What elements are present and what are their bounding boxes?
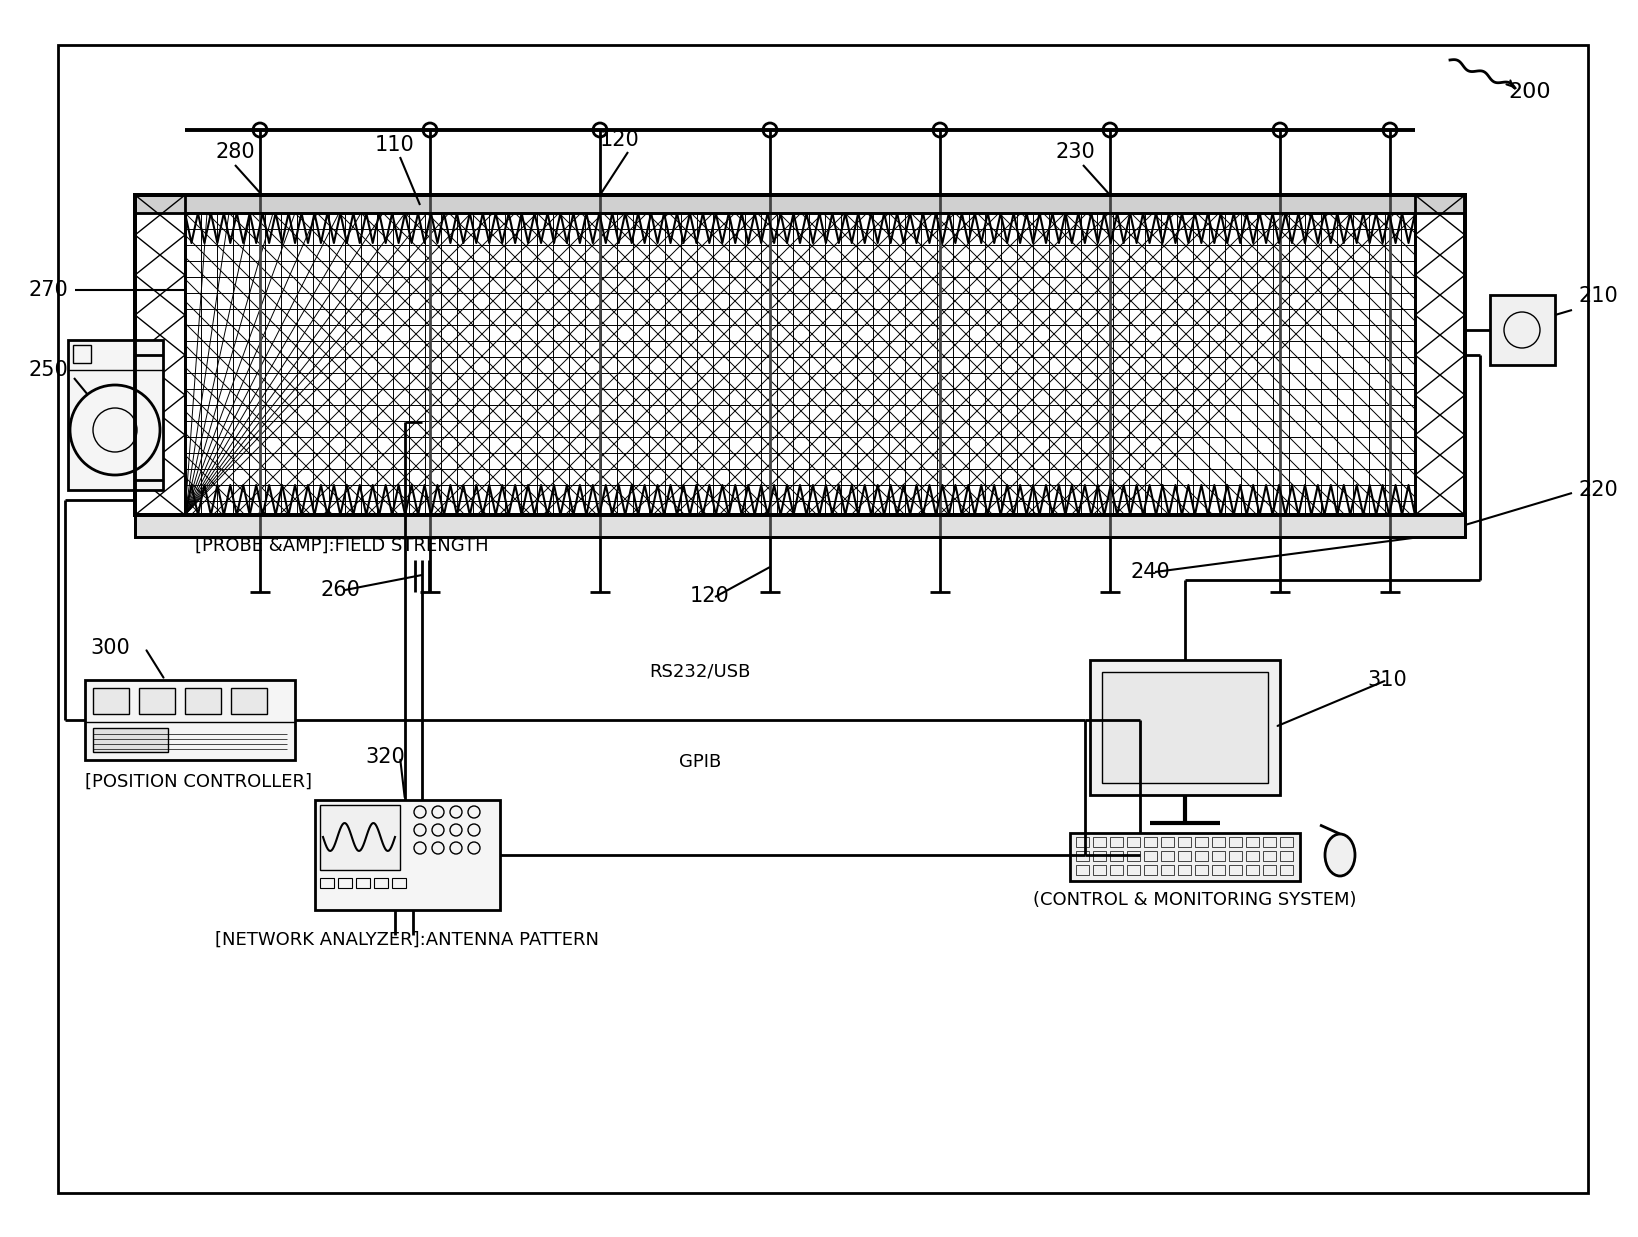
Bar: [134, 515, 1464, 537]
Bar: [1279, 837, 1292, 847]
Bar: [1279, 851, 1292, 861]
Bar: [337, 878, 352, 888]
Text: 270: 270: [28, 280, 69, 301]
Bar: [1263, 865, 1276, 875]
Bar: [1093, 851, 1106, 861]
Text: 120: 120: [690, 586, 731, 606]
Text: 320: 320: [365, 747, 405, 767]
Bar: [1196, 865, 1207, 875]
Bar: [1161, 865, 1174, 875]
Bar: [134, 195, 1464, 515]
Bar: [1228, 837, 1242, 847]
Text: (CONTROL & MONITORING SYSTEM): (CONTROL & MONITORING SYSTEM): [1034, 891, 1356, 909]
Bar: [1143, 837, 1156, 847]
Bar: [1127, 851, 1140, 861]
Text: 230: 230: [1055, 142, 1094, 162]
Bar: [1178, 851, 1191, 861]
Bar: [1111, 837, 1124, 847]
Bar: [93, 688, 129, 714]
Bar: [1102, 672, 1268, 783]
Bar: [1093, 865, 1106, 875]
Bar: [1076, 837, 1089, 847]
Bar: [1212, 851, 1225, 861]
Text: 310: 310: [1368, 670, 1407, 690]
Text: GPIB: GPIB: [678, 753, 721, 771]
Bar: [1076, 865, 1089, 875]
Bar: [1415, 195, 1464, 515]
Bar: [93, 729, 169, 752]
Text: [NETWORK ANALYZER]:ANTENNA PATTERN: [NETWORK ANALYZER]:ANTENNA PATTERN: [215, 931, 600, 949]
Bar: [1247, 851, 1260, 861]
Bar: [1247, 865, 1260, 875]
Bar: [231, 688, 267, 714]
Text: 250: 250: [28, 360, 69, 380]
Bar: [1143, 865, 1156, 875]
Bar: [1093, 837, 1106, 847]
Bar: [1196, 851, 1207, 861]
Bar: [134, 515, 1464, 537]
Ellipse shape: [1325, 834, 1355, 876]
Bar: [134, 195, 1464, 213]
Bar: [1228, 851, 1242, 861]
Bar: [1076, 851, 1089, 861]
Bar: [1161, 851, 1174, 861]
Bar: [185, 213, 1415, 515]
Bar: [1111, 851, 1124, 861]
Bar: [139, 688, 175, 714]
Text: RS232/USB: RS232/USB: [649, 663, 750, 682]
Bar: [1491, 294, 1554, 365]
Bar: [1212, 837, 1225, 847]
Text: 260: 260: [319, 580, 360, 600]
Bar: [373, 878, 388, 888]
Bar: [185, 688, 221, 714]
Bar: [134, 195, 1464, 213]
Bar: [1127, 865, 1140, 875]
Bar: [1228, 865, 1242, 875]
Text: 210: 210: [1577, 286, 1618, 306]
Bar: [319, 805, 400, 870]
Text: 220: 220: [1577, 480, 1618, 500]
Bar: [74, 345, 92, 362]
Bar: [69, 340, 164, 490]
Text: 110: 110: [375, 135, 414, 155]
Bar: [1263, 837, 1276, 847]
Bar: [319, 878, 334, 888]
Text: 120: 120: [600, 130, 640, 150]
Bar: [1161, 837, 1174, 847]
Bar: [134, 195, 1464, 515]
Bar: [1111, 865, 1124, 875]
Bar: [355, 878, 370, 888]
Bar: [1196, 837, 1207, 847]
Text: 300: 300: [90, 638, 129, 658]
Bar: [1127, 837, 1140, 847]
Bar: [134, 195, 185, 515]
Bar: [1089, 661, 1279, 795]
Text: 240: 240: [1130, 562, 1170, 581]
Bar: [1143, 851, 1156, 861]
Bar: [1279, 865, 1292, 875]
Bar: [1247, 837, 1260, 847]
Text: 280: 280: [215, 142, 256, 162]
Bar: [391, 878, 406, 888]
Bar: [1263, 851, 1276, 861]
Bar: [185, 213, 1415, 515]
Text: 200: 200: [1509, 82, 1551, 101]
Text: [PROBE &AMP]:FIELD STRENGTH: [PROBE &AMP]:FIELD STRENGTH: [195, 537, 488, 555]
Bar: [1212, 865, 1225, 875]
Bar: [1178, 837, 1191, 847]
Bar: [85, 680, 295, 760]
Bar: [1070, 833, 1301, 881]
Text: [POSITION CONTROLLER]: [POSITION CONTROLLER]: [85, 773, 311, 790]
Bar: [314, 800, 500, 910]
Bar: [1178, 865, 1191, 875]
